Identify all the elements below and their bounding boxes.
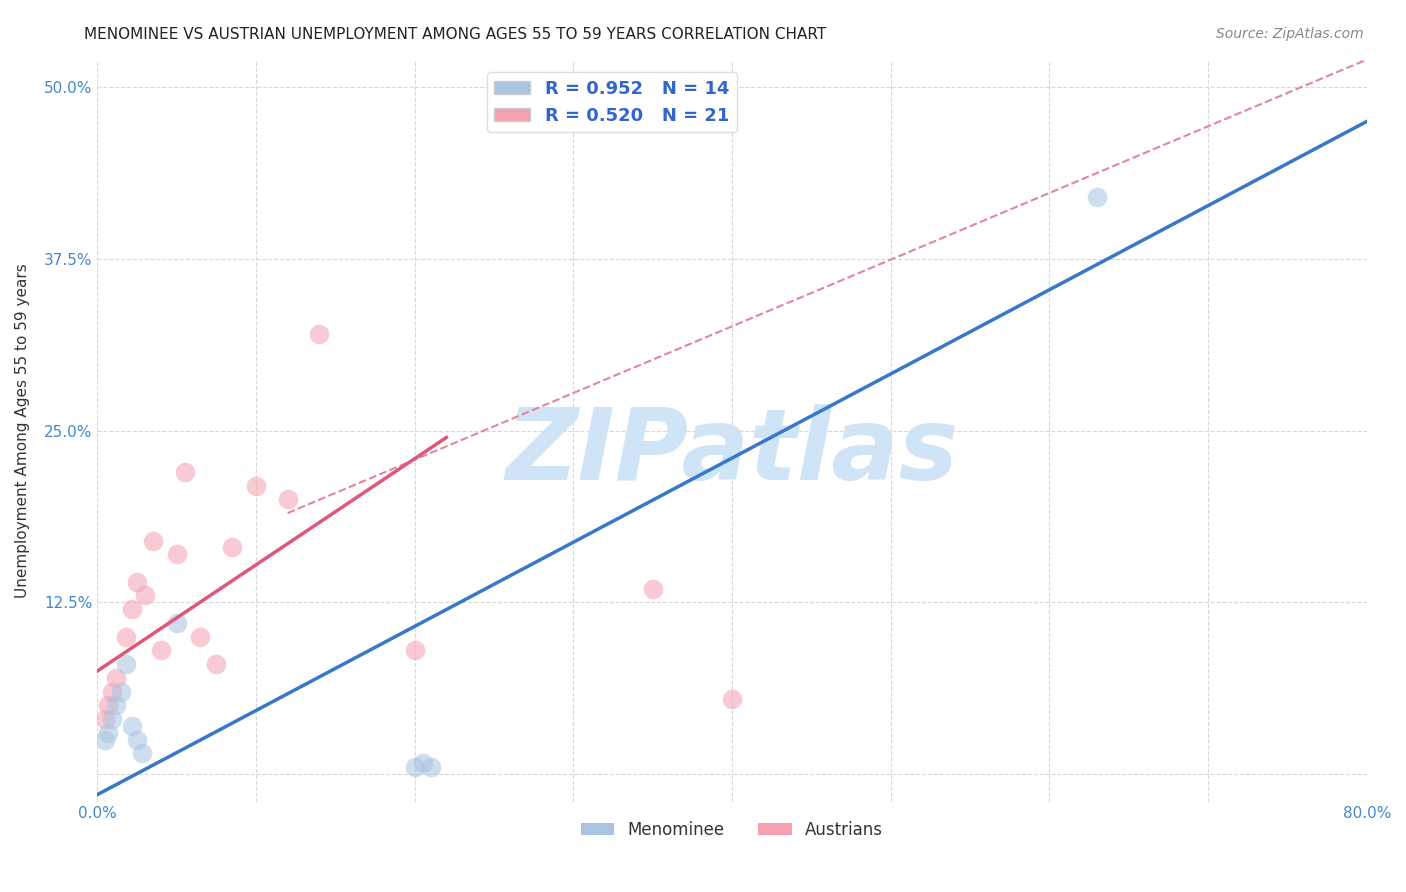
Point [641,582,664,596]
Point [221,541,243,555]
Point [166,547,188,561]
Point [277,492,299,507]
Point [308,327,330,342]
Point [97,726,120,740]
Point [245,478,267,492]
Point [114,630,136,644]
Point [404,760,426,774]
Point [121,602,143,616]
Point [100,684,122,698]
Text: MENOMINEE VS AUSTRIAN UNEMPLOYMENT AMONG AGES 55 TO 59 YEARS CORRELATION CHART: MENOMINEE VS AUSTRIAN UNEMPLOYMENT AMONG… [84,27,827,42]
Point [100,712,122,726]
Point [94,732,117,747]
Point [114,657,136,672]
Point [149,643,172,657]
Y-axis label: Unemployment Among Ages 55 to 59 years: Unemployment Among Ages 55 to 59 years [15,263,30,598]
Point [105,698,128,713]
Point [97,698,120,713]
Point [205,657,228,672]
Point [1085,190,1108,204]
Point [142,533,165,548]
Point [105,671,128,685]
Point [94,712,117,726]
Point [166,615,188,630]
Point [125,732,148,747]
Point [125,574,148,589]
Point [110,684,132,698]
Point [404,643,426,657]
Point [131,747,153,761]
Point [134,589,156,603]
Text: Source: ZipAtlas.com: Source: ZipAtlas.com [1216,27,1364,41]
Text: ZIPatlas: ZIPatlas [506,404,959,501]
Point [419,760,441,774]
Point [190,630,212,644]
Point [121,719,143,733]
Point [721,691,744,706]
Point [412,756,434,770]
Point [173,465,195,479]
Legend: Menominee, Austrians: Menominee, Austrians [575,814,890,846]
